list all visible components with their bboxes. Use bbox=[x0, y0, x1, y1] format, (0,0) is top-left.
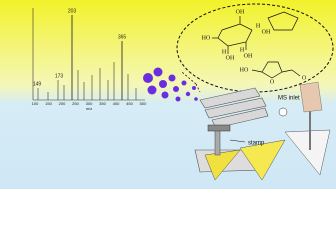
pointer bbox=[229, 139, 246, 143]
atom-label: HO bbox=[202, 35, 211, 41]
droplet bbox=[168, 74, 176, 82]
peak-label: 149 bbox=[33, 81, 42, 87]
droplets bbox=[143, 67, 198, 102]
stamp bbox=[214, 129, 221, 156]
peak-label: 203 bbox=[68, 8, 77, 14]
atom-label: H bbox=[256, 23, 261, 29]
paper bbox=[239, 139, 286, 181]
hmf bbox=[251, 61, 301, 79]
x-tick-label: 200 bbox=[59, 101, 66, 106]
x-tick-label: 300 bbox=[86, 101, 93, 106]
peak-label: 365 bbox=[118, 34, 127, 40]
glucose bbox=[212, 16, 253, 54]
furan bbox=[261, 61, 283, 79]
droplet bbox=[194, 97, 198, 101]
droplet bbox=[181, 80, 187, 86]
atom-label: OH bbox=[236, 9, 245, 15]
atom-label: OH bbox=[262, 29, 271, 35]
bond bbox=[251, 69, 263, 73]
x-tick-label: 500 bbox=[140, 101, 147, 106]
droplet bbox=[143, 73, 153, 83]
atom-label: H bbox=[240, 47, 245, 53]
droplet bbox=[173, 86, 179, 92]
droplet bbox=[153, 67, 163, 77]
graphic: 149 173 203 365 100 150 200 250 300 350 400 450… bbox=[0, 0, 336, 189]
inlet bbox=[278, 107, 288, 117]
capillary bbox=[204, 97, 267, 119]
x-tick-label: 400 bbox=[113, 101, 120, 106]
stamp-handle bbox=[207, 124, 231, 132]
droplet bbox=[175, 96, 181, 102]
atom-label: OH bbox=[226, 55, 235, 61]
atom-label: O bbox=[270, 79, 275, 85]
zoom-line bbox=[195, 83, 201, 93]
label: MS inlet bbox=[278, 96, 300, 102]
x-tick-label: 100 bbox=[32, 101, 39, 106]
droplet bbox=[185, 91, 191, 97]
droplet bbox=[161, 91, 169, 99]
peak-label: 173 bbox=[55, 73, 64, 79]
spectrum bbox=[32, 8, 145, 101]
capillaries bbox=[199, 87, 269, 129]
paper bbox=[204, 149, 241, 181]
atom-label: HO bbox=[240, 67, 249, 73]
x-tick-label: 150 bbox=[45, 101, 52, 106]
x-tick-label: 250 bbox=[72, 101, 79, 106]
label: stamp bbox=[248, 141, 265, 147]
droplet bbox=[159, 80, 167, 88]
droplet bbox=[192, 86, 196, 90]
x-tick-label: 350 bbox=[99, 101, 106, 106]
atom-label: O bbox=[302, 75, 307, 81]
x-label: m/z bbox=[86, 106, 92, 111]
zoom-line bbox=[181, 71, 197, 85]
atom-label: H bbox=[222, 49, 227, 55]
x-tick-label: 450 bbox=[126, 101, 133, 106]
bond bbox=[291, 69, 301, 77]
paper bbox=[284, 129, 331, 176]
bond bbox=[281, 69, 293, 73]
atom-label: OH bbox=[244, 53, 253, 59]
hand bbox=[299, 81, 323, 113]
droplet bbox=[147, 85, 157, 95]
ring bbox=[267, 11, 299, 31]
capillary bbox=[199, 87, 261, 109]
stamp-setup bbox=[194, 81, 331, 181]
